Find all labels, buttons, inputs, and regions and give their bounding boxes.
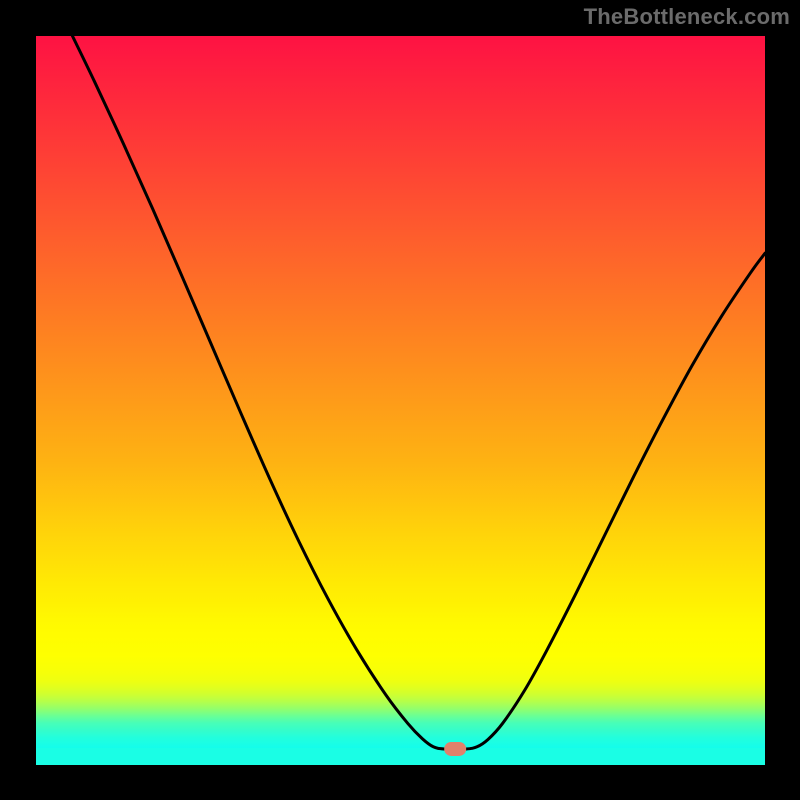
- target-marker: [444, 742, 466, 756]
- plot-area: [36, 36, 765, 765]
- bottleneck-chart: TheBottleneck.com: [0, 0, 800, 800]
- bottleneck-curve: [36, 36, 765, 765]
- watermark-text: TheBottleneck.com: [584, 4, 790, 30]
